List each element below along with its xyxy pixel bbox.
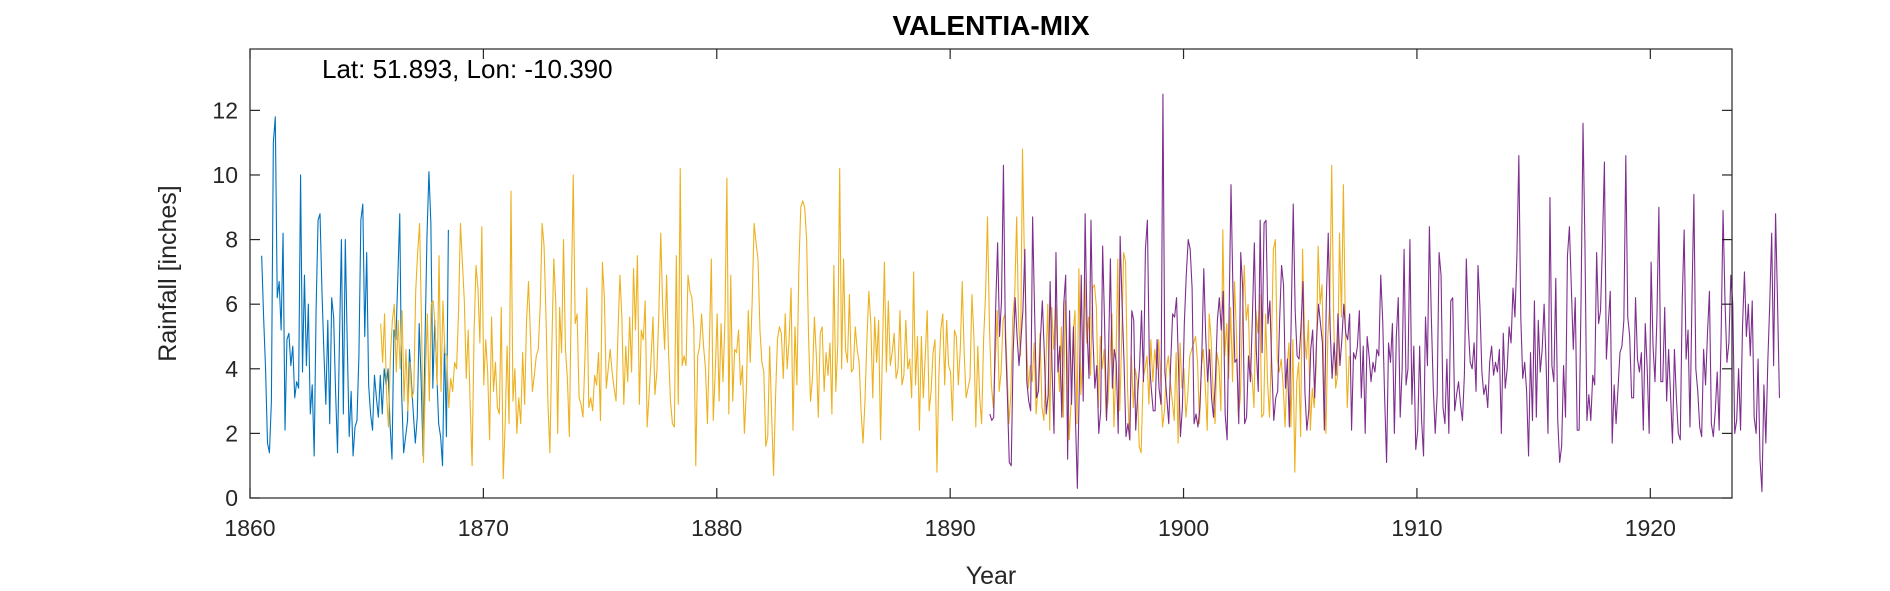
axes-box [249, 48, 1733, 499]
y-tick-label: 4 [225, 356, 238, 382]
y-tick-label: 0 [225, 485, 238, 511]
series-line-1 [261, 116, 449, 467]
x-tick-label: 1910 [1391, 515, 1442, 541]
y-tick-label: 2 [225, 420, 238, 446]
series-line-3 [989, 93, 1781, 493]
y-axis: 0 2 4 6 8 10 12 [212, 97, 1732, 511]
x-tick-label: 1880 [691, 515, 742, 541]
x-axis-label: Year [966, 562, 1017, 590]
series-line-2 [380, 148, 1350, 480]
y-tick-label: 10 [212, 162, 238, 188]
y-tick-label: 12 [212, 97, 238, 123]
location-annotation: Lat: 51.893, Lon: -10.390 [322, 54, 613, 84]
chart-title: VALENTIA-MIX [892, 10, 1089, 41]
x-tick-label: 1890 [925, 515, 976, 541]
y-tick-label: 8 [225, 227, 238, 253]
x-tick-label: 1860 [224, 515, 275, 541]
plot-area [250, 49, 1732, 498]
x-tick-label: 1870 [458, 515, 509, 541]
x-axis: 1860 1870 1880 1890 1900 1910 1920 [224, 49, 1676, 541]
x-tick-label: 1900 [1158, 515, 1209, 541]
y-tick-label: 6 [225, 291, 238, 317]
x-tick-label: 1920 [1625, 515, 1676, 541]
y-axis-label: Rainfall [inches] [154, 185, 182, 361]
series-layer [261, 93, 1781, 493]
